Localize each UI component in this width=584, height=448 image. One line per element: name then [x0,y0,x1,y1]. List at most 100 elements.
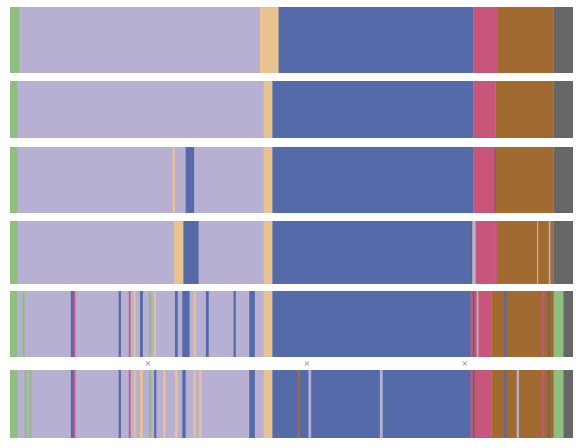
bar-stripe-gray [494,147,496,213]
bar-segment-green [10,370,18,438]
bar-row-2 [10,81,573,138]
bar-stripe-peach [172,147,175,213]
bar-stripe-gray [470,221,473,284]
bar-stripe-lavender [548,221,551,284]
bar-rows [10,7,573,438]
bar-stripe-blue [182,370,186,438]
bar-stripe-blue [233,291,236,357]
bar-stripe-peach [133,291,136,357]
bar-segment-lavender [17,221,264,284]
bar-segment-pink [470,291,492,357]
bar-stripe-lavender [536,221,539,284]
markers: × × × [145,359,469,368]
bar-segment-pink [473,7,498,73]
bar-stripe-blue [504,291,507,357]
bar-segment-brown [495,147,554,213]
bar-stripe-gray [472,291,475,357]
bar-row-4 [10,221,573,284]
bar-stripe-peach [193,370,196,438]
bar-segment-brown [491,370,554,438]
bar-segment-pink [475,221,496,284]
bar-segment-peach [259,7,279,73]
bar-segment-green [553,370,564,438]
bar-stripe-peach [173,221,184,284]
bar-segment-brown [491,291,554,357]
bar-stripe-blue [249,370,255,438]
bar-stripe-green [149,370,152,438]
bar-stripe-peach [174,370,178,438]
bar-segment-lavender [19,7,260,73]
bar-stripe-blue [183,221,199,284]
bar-stripe-blue [174,291,178,357]
bar-stripe-green [24,370,27,438]
bar-row-3 [10,147,573,213]
bar-stripe-peach [133,370,136,438]
bar-segment-blue [272,147,474,213]
bar-segment-gray [563,291,573,357]
bar-segment-pink [473,81,496,138]
bar-stripe-brown [297,370,300,438]
bar-segment-lavender [17,81,264,138]
bar-stripe-lavender [379,370,383,438]
bar-stripe-peach [140,370,143,438]
bar-segment-green [553,291,564,357]
bar-segment-lavender [17,147,264,213]
bar-stripe-pink [495,221,498,284]
bar-segment-gray [553,81,573,138]
bar-segment-gray [563,370,573,438]
bar-stripe-gray [548,291,550,357]
bar-segment-pink [473,147,496,213]
bar-stripe-blue [504,370,507,438]
bar-segment-green [10,147,18,213]
bar-segment-peach [263,370,273,438]
bar-row-6 [10,370,573,438]
marker-1: × [145,359,152,368]
bar-stripe-green [29,370,32,438]
bar-stripe-pink [541,370,545,438]
bar-segment-blue [272,81,474,138]
bar-row-5 [10,291,573,357]
bar-stripe-blue [70,370,74,438]
bar-stripe-blue [118,370,121,438]
bar-stripe-pink [128,291,131,357]
bar-segment-brown [495,81,554,138]
bar-stripe-green [149,291,152,357]
bar-stripe-peach [154,291,156,357]
bar-stripe-peach [163,370,166,438]
bar-segment-brown [497,7,554,73]
marker-2: × [304,359,311,368]
bar-stripe-blue [185,147,195,213]
bar-stripe-pink [541,291,545,357]
bar-stripe-blue [154,370,157,438]
bar-stripe-lavender [472,221,476,284]
bar-stripe-blue [205,291,209,357]
bar-stripe-peach [199,370,202,438]
bar-stripe-green [22,291,25,357]
bar-stripe-lavender [308,370,312,438]
bar-segment-green [10,81,18,138]
bar-segment-gray [553,221,573,284]
bar-segment-pink [470,370,492,438]
bar-stripe-peach [193,291,196,357]
bar-stripe-blue [118,291,121,357]
bar-segment-green [10,291,18,357]
bar-stripe-pink [73,370,76,438]
bar-stripe-blue [70,291,74,357]
bar-stripe-pink [73,291,76,357]
bar-segment-gray [553,147,573,213]
bar-segment-peach [263,81,273,138]
bar-stripe-gray [472,370,475,438]
bar-segment-peach [263,221,273,284]
bar-segment-blue [272,370,471,438]
bar-segment-brown [495,221,554,284]
bar-segment-blue [272,221,476,284]
bar-segment-peach [263,291,273,357]
bar-segment-green [10,221,18,284]
bar-stripe-pink [128,370,131,438]
bar-stripe-lavender [476,291,479,357]
bar-segment-blue [272,291,471,357]
bar-segment-green [10,7,20,73]
bar-row-1 [10,7,573,73]
bar-stripe-blue [182,291,190,357]
